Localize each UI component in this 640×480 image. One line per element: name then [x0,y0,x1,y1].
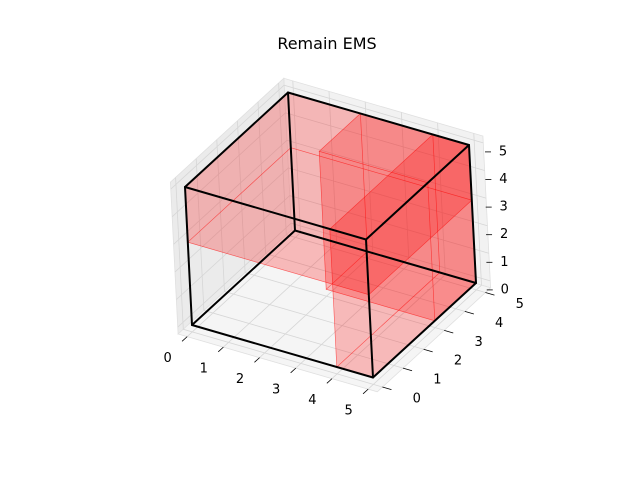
y-tick [423,348,433,353]
z-tick-label: 2 [500,227,508,242]
x-tick-label: 1 [200,362,208,377]
y-tick [444,329,454,334]
y-tick [485,292,495,296]
grid-line-z [176,195,489,300]
container-edge [184,91,289,188]
grid-line-x [367,133,482,390]
container-edge [287,91,296,232]
y-tick-label: 4 [495,316,503,331]
ems-boxes [184,91,477,379]
x-tick-label: 2 [236,372,244,387]
z-tick-label: 5 [499,144,507,159]
x-tick [326,378,333,384]
container-frame [184,91,477,379]
grid-line-y [175,177,383,388]
z-tick-label: 0 [501,282,509,297]
z-tick-label: 1 [500,255,508,270]
y-tick-label: 3 [474,335,482,350]
y-tick [382,386,392,391]
container-edge [287,91,470,146]
container-edge [191,229,296,326]
container-edge [365,144,470,241]
ems-box [318,112,477,322]
x-tick [181,336,188,342]
axis-panes [169,77,492,393]
grid-line-y [237,120,445,331]
z-tick-label: 4 [499,172,507,187]
container-edge [184,186,367,241]
x-tick [254,357,260,363]
grid-line-y [257,101,465,312]
y-tick-label: 5 [516,297,524,312]
container-edge [294,229,477,284]
grid-line-z [174,167,488,273]
x-tick-label: 0 [163,351,171,366]
y-tick-label: 0 [413,392,421,407]
grid-line-y [278,82,486,293]
grid-line-z [170,84,484,190]
grid-line-z [177,222,491,328]
x-tick [217,346,224,353]
pane-floor [177,229,492,393]
grid-line-y [216,139,424,350]
container-edge [184,186,193,326]
x-tick-label: 3 [272,383,280,398]
chart-title: Remain EMS [277,34,376,53]
x-tick [290,367,297,374]
ems-box [184,91,473,296]
container-edge [365,238,374,379]
y-tick-label: 1 [433,373,441,388]
x-tick-label: 4 [308,393,316,408]
y-tick-label: 2 [454,354,462,369]
container-edge [191,324,374,379]
grid-line-z [171,112,485,217]
grid-line-z [173,139,487,245]
z-tick-label: 3 [500,200,508,215]
y-tick [464,311,474,315]
y-tick [402,367,413,372]
x-tick [362,388,369,395]
grid-line-y [195,158,404,369]
container-edge [468,144,477,284]
container-edge [372,282,477,379]
x-tick-label: 5 [344,404,352,419]
